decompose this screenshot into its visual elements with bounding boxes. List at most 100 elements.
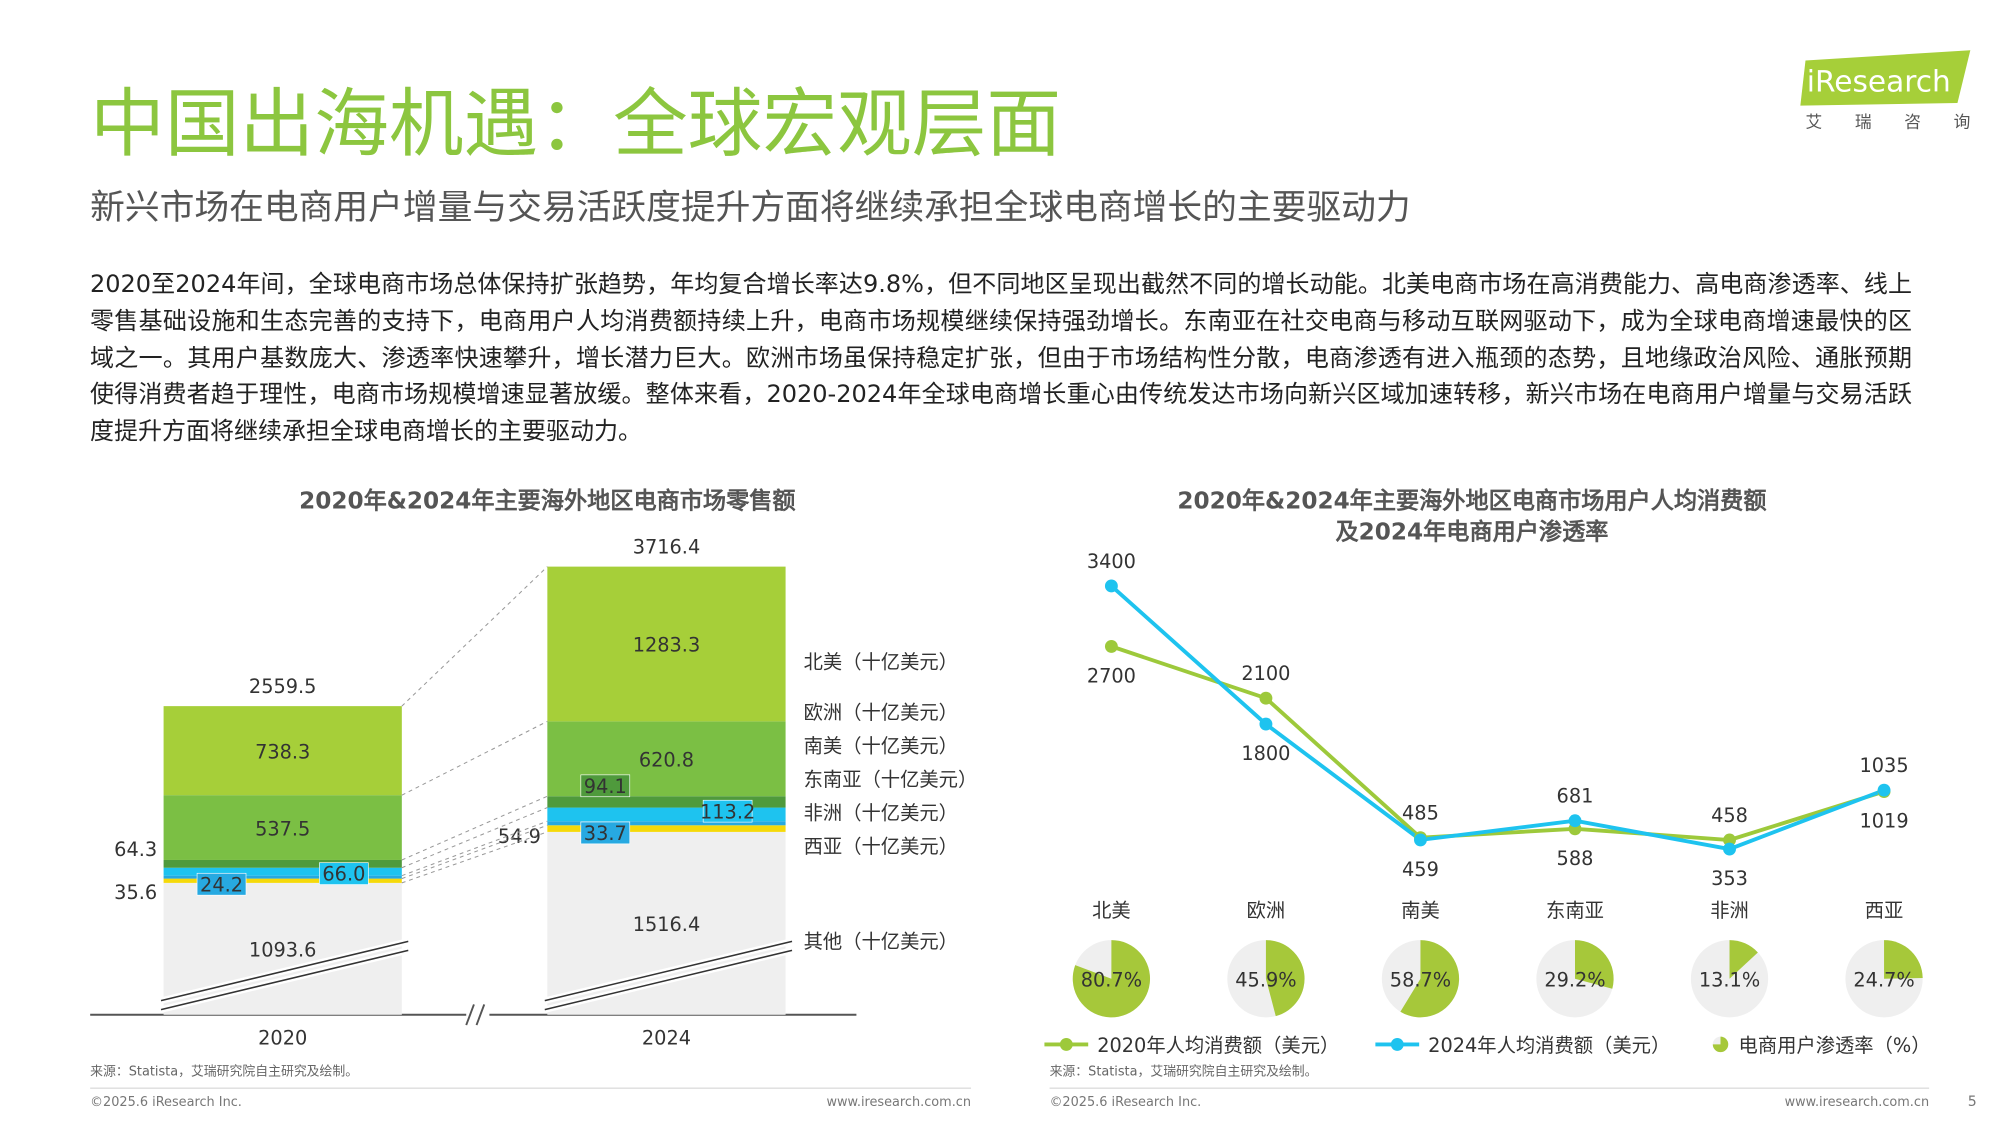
value-label: 353 (1711, 867, 1748, 890)
value-label: 485 (1402, 802, 1439, 825)
value-label: 620.8 (639, 749, 694, 772)
value-label-box (702, 799, 753, 823)
value-label: 1516.4 (633, 913, 701, 936)
bar-segment (547, 821, 786, 826)
pie-wedge (1729, 940, 1758, 979)
value-label: 66.0 (322, 863, 365, 886)
website: www.iresearch.com.cn (1785, 1095, 1930, 1110)
logo: iResearch (1807, 64, 1951, 98)
value-label: 2700 (1087, 664, 1136, 687)
point (1877, 783, 1891, 797)
bar-segment (163, 706, 402, 796)
value-label: 33.7 (584, 822, 627, 845)
line (1110, 584, 1885, 852)
segment-break (544, 949, 793, 1011)
segment-break (160, 949, 409, 1011)
value-label: 45.9% (1235, 968, 1296, 991)
line (1110, 644, 1885, 842)
copyright: ©2025.6 iResearch Inc. (90, 1095, 242, 1110)
copyright: ©2025.6 iResearch Inc. (1050, 1095, 1202, 1110)
x-tick-label: 2020 (258, 1026, 307, 1049)
bar-segment (547, 566, 786, 722)
point (1723, 833, 1736, 847)
legend-icon (1712, 1036, 1729, 1053)
chart-title: 2020年&2024年主要海外地区电商市场零售额 (299, 488, 796, 515)
chart-title: 2020年&2024年主要海外地区电商市场用户人均消费额 (1177, 488, 1767, 515)
value-label-box (196, 872, 247, 896)
value-label-box (580, 821, 631, 845)
connector (401, 824, 548, 880)
value-label: 1019 (1860, 810, 1909, 833)
value-label: 459 (1402, 858, 1439, 881)
legend-label: 电商用户渗透率（%） (1739, 1034, 1931, 1057)
value-label: 1283.3 (633, 634, 701, 657)
value-label: 64.3 (114, 838, 157, 861)
bar-segment (163, 878, 402, 883)
body-paragraph: 2020至2024年间，全球电商市场总体保持扩张趋势，年均复合增长率达9.8%，… (90, 270, 1912, 446)
value-label: 1035 (1860, 754, 1909, 777)
legend-label: 东南亚（十亿美元） (804, 768, 978, 791)
axis-break (465, 1004, 475, 1026)
pie-wedge (1400, 940, 1460, 1018)
value-label: 35.6 (114, 881, 157, 904)
point (1104, 579, 1118, 593)
axis-break (475, 1004, 486, 1026)
point (1104, 639, 1118, 653)
value-label: 94.1 (584, 775, 627, 798)
point (1259, 691, 1273, 705)
legend-label: 2024年人均消费额（美元） (1428, 1034, 1670, 1057)
connector (401, 566, 548, 707)
connector (401, 720, 548, 796)
bar-segment (163, 867, 402, 876)
value-label: 1800 (1241, 742, 1290, 765)
x-tick-label: 西亚 (1865, 899, 1904, 922)
total-label: 2559.5 (249, 675, 317, 698)
legend-icon (1059, 1037, 1073, 1051)
legend-label: 非洲（十亿美元） (804, 802, 958, 825)
value-label-box (580, 774, 631, 798)
logo-badge (1800, 50, 1971, 106)
value-label: 738.3 (255, 740, 310, 763)
legend-icon (1390, 1037, 1404, 1051)
value-label: 3400 (1087, 550, 1136, 573)
pie-wedge (1574, 940, 1614, 989)
value-label: 13.1% (1699, 968, 1760, 991)
website: www.iresearch.com.cn (826, 1095, 971, 1110)
connector (401, 795, 548, 861)
bar-segment (163, 859, 402, 868)
value-label: 1093.6 (249, 939, 317, 962)
x-tick-label: 欧洲 (1247, 899, 1286, 922)
legend-label: 其他（十亿美元） (804, 930, 958, 953)
value-label: 2100 (1241, 662, 1290, 685)
segment-break (544, 940, 793, 1002)
value-label: 24.7% (1853, 968, 1914, 991)
connector (401, 831, 548, 884)
pie-wedge (1884, 940, 1923, 979)
connector (401, 807, 548, 869)
total-label: 3716.4 (633, 536, 701, 559)
value-label: 681 (1557, 785, 1594, 808)
page-title: 中国出海机遇：全球宏观层面 (90, 80, 1061, 167)
legend-label: 南美（十亿美元） (804, 735, 958, 758)
x-tick-label: 南美 (1401, 899, 1440, 922)
point (1414, 833, 1427, 847)
bar-segment (163, 875, 402, 879)
pie-wedge (1072, 940, 1151, 1018)
value-label: 537.5 (255, 817, 310, 840)
source-note: 来源：Statista，艾瑞研究院自主研究及绘制。 (90, 1064, 358, 1079)
point (1568, 814, 1582, 828)
x-tick-label: 2024 (642, 1026, 691, 1049)
point (1259, 717, 1273, 731)
value-label: 54.9 (498, 825, 541, 848)
source-note: 来源：Statista，艾瑞研究院自主研究及绘制。 (1050, 1064, 1318, 1079)
bar-segment (163, 795, 402, 860)
value-label: 29.2% (1544, 968, 1605, 991)
value-label: 24.2 (200, 873, 243, 896)
legend-label: 北美（十亿美元） (804, 650, 958, 673)
point (1723, 842, 1736, 856)
value-label-box (319, 862, 369, 885)
connector (401, 820, 548, 877)
